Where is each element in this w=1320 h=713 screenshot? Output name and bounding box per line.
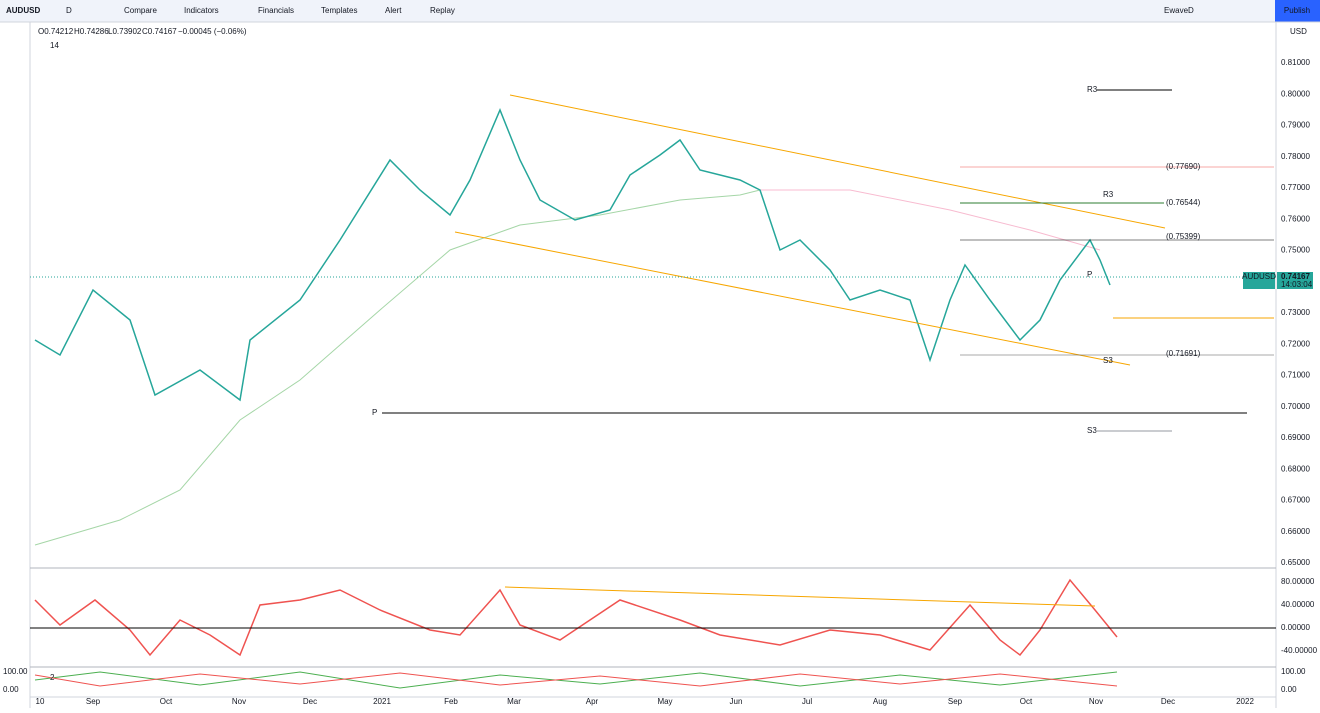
price-label: 0.76000	[1281, 214, 1310, 223]
interval[interactable]: D	[66, 6, 72, 15]
price-label: 0.73000	[1281, 308, 1310, 317]
oscillator-legend: 2	[50, 673, 55, 682]
divergence-line	[504, 586, 1096, 607]
time-label: Nov	[1089, 697, 1103, 706]
price-label: 0.75000	[1281, 246, 1310, 255]
oscillator-label: 0.00000	[1281, 623, 1310, 632]
ohlc-value: C0.74167	[142, 27, 177, 36]
price-label: 0.78000	[1281, 152, 1310, 161]
indicator-legend: 14	[50, 41, 59, 50]
oscillator-line	[34, 578, 1118, 657]
publish-button[interactable]	[1275, 0, 1320, 22]
price-label: 0.66000	[1281, 527, 1310, 536]
price-label: 0.67000	[1281, 496, 1310, 505]
level-label: R3	[1103, 190, 1114, 199]
symbol[interactable]: AUDUSD	[6, 6, 40, 15]
publish-label[interactable]: Publish	[1284, 6, 1310, 15]
price-path	[34, 108, 1111, 402]
time-label: Mar	[507, 697, 521, 706]
time-label: 10	[36, 697, 45, 706]
lower-label: 100.00	[1281, 667, 1306, 676]
level-label: P	[1087, 270, 1092, 279]
ohlc-value: O0.74212	[38, 27, 74, 36]
time-label: 2022	[1236, 697, 1254, 706]
level-label: R3	[1087, 85, 1098, 94]
level-label: S3	[1087, 426, 1097, 435]
level-label: (0.76544)	[1166, 198, 1201, 207]
tag-countdown: 14:03:04	[1281, 280, 1313, 289]
moving-average	[760, 189, 1101, 251]
toolbar-button[interactable]: Templates	[321, 6, 357, 15]
lower-label: 0.00	[1281, 685, 1297, 694]
level-label: S3	[1103, 356, 1113, 365]
moving-average	[34, 189, 761, 546]
oscillator-label: -40.00000	[1281, 646, 1318, 655]
level-label: (0.77690)	[1166, 162, 1201, 171]
price-label: 0.69000	[1281, 433, 1310, 442]
time-label: Oct	[160, 697, 173, 706]
channel-line	[509, 94, 1166, 229]
time-label: Jul	[802, 697, 812, 706]
level-label: (0.75399)	[1166, 232, 1201, 241]
time-label: Nov	[232, 697, 246, 706]
lower-label-left: 0.00	[3, 685, 19, 694]
price-label: 0.68000	[1281, 464, 1310, 473]
level-label: (0.71691)	[1166, 349, 1201, 358]
lower-indicator	[34, 672, 1118, 687]
lower-indicator	[34, 671, 1118, 689]
toolbar-button[interactable]: Alert	[385, 6, 402, 15]
oscillator-label: 40.00000	[1281, 600, 1315, 609]
currency[interactable]: USD	[1290, 27, 1307, 36]
channel-line	[454, 231, 1131, 366]
time-label: 2021	[373, 697, 391, 706]
toolbar-button[interactable]: Indicators	[184, 6, 219, 15]
price-tag	[1243, 272, 1275, 289]
oscillator-label: 80.00000	[1281, 577, 1315, 586]
toolbar-button[interactable]: Financials	[258, 6, 294, 15]
time-label: Sep	[86, 697, 101, 706]
time-label: Jun	[730, 697, 743, 706]
price-label: 0.77000	[1281, 183, 1310, 192]
price-label: 0.81000	[1281, 58, 1310, 67]
ohlc-value: H0.74286	[74, 27, 109, 36]
lower-label-left: 100.00	[3, 667, 28, 676]
price-label: 0.72000	[1281, 339, 1310, 348]
time-label: Aug	[873, 697, 887, 706]
toolbar-button[interactable]: Replay	[430, 6, 455, 15]
price-label: 0.70000	[1281, 402, 1310, 411]
toolbar-button[interactable]: Compare	[124, 6, 157, 15]
ohlc-value: −0.00045 (−0.06%)	[178, 27, 247, 36]
time-label: May	[657, 697, 672, 706]
time-label: Dec	[303, 697, 317, 706]
price-label: 0.80000	[1281, 89, 1310, 98]
level-label: P	[372, 408, 377, 417]
price-label: 0.65000	[1281, 558, 1310, 567]
time-label: Feb	[444, 697, 458, 706]
ohlc-value: L0.73902	[108, 27, 142, 36]
time-label: Oct	[1020, 697, 1033, 706]
layout-name[interactable]: EwaveD	[1164, 6, 1194, 15]
time-label: Apr	[586, 697, 599, 706]
toolbar	[0, 0, 1320, 22]
price-label: 0.79000	[1281, 121, 1310, 130]
tag-symbol: AUDUSD	[1242, 272, 1276, 281]
time-label: Sep	[948, 697, 963, 706]
price-tag	[1277, 272, 1313, 289]
time-label: Dec	[1161, 697, 1175, 706]
tag-price: 0.74167	[1281, 272, 1310, 281]
price-label: 0.71000	[1281, 371, 1310, 380]
